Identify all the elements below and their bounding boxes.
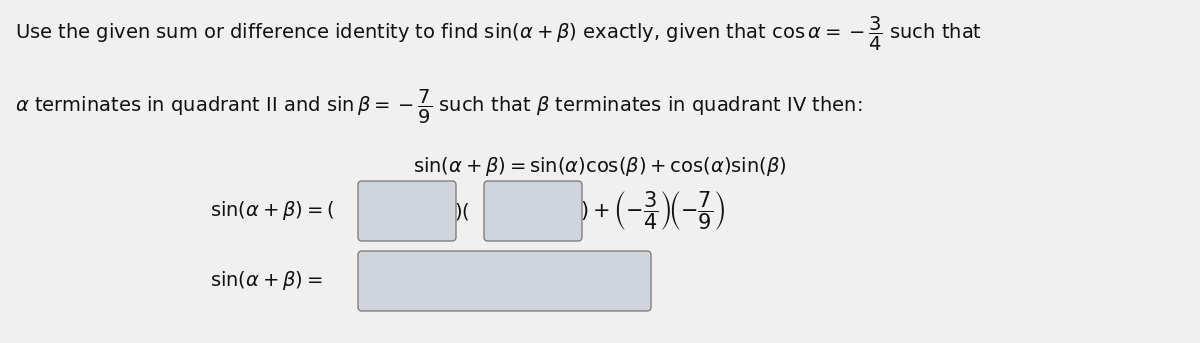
Text: $) + \left(-\dfrac{3}{4}\right)\!\left(-\dfrac{7}{9}\right)$: $) + \left(-\dfrac{3}{4}\right)\!\left(-… [580, 189, 726, 233]
Text: $)($: $)($ [454, 201, 469, 222]
Text: $\alpha$ terminates in quadrant II and $\sin\beta = -\dfrac{7}{9}$ such that $\b: $\alpha$ terminates in quadrant II and $… [14, 88, 863, 126]
Text: $\sin(\alpha + \beta) = $: $\sin(\alpha + \beta) = $ [210, 270, 323, 293]
Text: Use the given sum or difference identity to find $\sin(\alpha + \beta)$ exactly,: Use the given sum or difference identity… [14, 15, 982, 53]
FancyBboxPatch shape [358, 181, 456, 241]
FancyBboxPatch shape [484, 181, 582, 241]
Text: $\sin(\alpha + \beta) = \sin(\alpha)\cos(\beta) + \cos(\alpha)\sin(\beta)$: $\sin(\alpha + \beta) = \sin(\alpha)\cos… [413, 155, 787, 178]
FancyBboxPatch shape [358, 251, 650, 311]
Text: $\sin(\alpha + \beta) = ($: $\sin(\alpha + \beta) = ($ [210, 200, 335, 223]
